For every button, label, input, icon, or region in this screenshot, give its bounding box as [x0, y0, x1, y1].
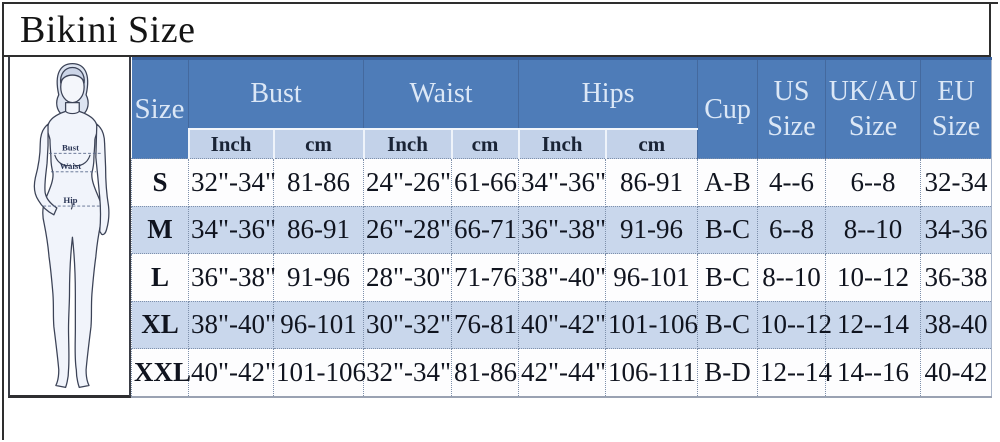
- table-row: L 36"-38" 91-96 28"-30" 71-76 38"-40" 96-101 B-…: [131, 253, 993, 302]
- cell-value: 12--14: [757, 348, 832, 398]
- row-size-label: M: [131, 205, 189, 255]
- cell-value: 101-106: [272, 348, 366, 398]
- subheader-waist-inch: Inch: [362, 127, 452, 159]
- cell-value: 4--6: [757, 158, 827, 207]
- row-size-label: S: [131, 158, 189, 207]
- outer-left-border: [2, 2, 4, 440]
- row-size-label: XL: [131, 300, 189, 350]
- cell-value: 6--8: [757, 205, 827, 255]
- figure-right-arm: [95, 123, 110, 236]
- table-row: M 34"-36" 86-91 26"-28" 66-71 36"-38" 91-96 B-C…: [131, 205, 993, 255]
- cell-value: 14--16: [825, 348, 922, 398]
- cell-value: 91-96: [605, 205, 699, 255]
- table-row: XL 38"-40" 96-101 30"-32" 76-81 40"-42" 101-10…: [131, 300, 993, 350]
- cell-value: 40"-42": [518, 300, 606, 350]
- subheader-hips-inch: Inch: [517, 127, 606, 159]
- cell-value: 32"-34": [363, 348, 453, 398]
- cell-value: 106-111: [605, 348, 699, 398]
- page-title: Bikini Size: [20, 8, 196, 51]
- cell-value: 32"-34": [188, 158, 276, 207]
- figure-left-arm: [33, 123, 58, 216]
- cell-value: 8--10: [757, 253, 827, 302]
- cell-value: B-C: [697, 205, 759, 255]
- size-table-body: S 32"-34" 81-86 24"-26" 61-66 34"-36" 86-91 A-B…: [131, 158, 993, 398]
- cell-value: B-C: [697, 253, 759, 302]
- waist-label: Waist: [60, 161, 82, 171]
- cell-value: 26"-28": [363, 205, 453, 255]
- cell-value: B-D: [697, 348, 759, 398]
- cell-value: 34"-36": [188, 205, 276, 255]
- cell-value: 81-86: [272, 158, 365, 207]
- cell-value: 34"-36": [518, 158, 606, 207]
- cell-value: 40"-42": [188, 348, 276, 398]
- cell-value: 76-81: [451, 300, 520, 350]
- cell-value: 38"-40": [518, 253, 606, 302]
- cell-value: 71-76: [451, 253, 520, 302]
- figure-navel: [70, 201, 73, 210]
- col-header-eu-size: EU Size: [920, 58, 992, 159]
- cell-value: 10--12: [825, 253, 922, 302]
- subheader-bust-inch: Inch: [187, 127, 274, 159]
- cell-value: 101-106: [605, 300, 699, 350]
- col-header-hips: Hips: [518, 58, 698, 129]
- cell-value: 61-66: [451, 158, 520, 207]
- size-table: Size Bust Waist Hips Cup US Size UK/AU S…: [131, 57, 993, 398]
- row-size-label: XXL: [131, 348, 191, 398]
- cell-value: 40-42: [920, 348, 993, 398]
- cell-value: 38-40: [920, 300, 993, 350]
- table-row: S 32"-34" 81-86 24"-26" 61-66 34"-36" 86-91 A-B…: [131, 158, 993, 207]
- cell-value: 38"-40": [188, 300, 276, 350]
- cell-value: 42"-44": [518, 348, 606, 398]
- cell-value: 81-86: [451, 348, 520, 398]
- cell-value: 36"-38": [188, 253, 276, 302]
- hip-label: Hip: [63, 195, 77, 205]
- figure-box: Bust Waist Hip: [8, 57, 131, 398]
- col-header-cup: Cup: [697, 58, 758, 159]
- cell-value: 28"-30": [363, 253, 453, 302]
- body-measurement-figure: Bust Waist Hip: [33, 62, 110, 389]
- cell-value: 30"-32": [363, 300, 453, 350]
- outer-top-border: [2, 2, 998, 4]
- col-header-waist: Waist: [363, 58, 519, 129]
- col-header-us-size: US Size: [757, 58, 826, 159]
- col-header-ukau-size: UK/AU Size: [825, 58, 921, 159]
- subheader-waist-cm: cm: [450, 127, 519, 159]
- title-bar: Bikini Size: [4, 4, 991, 57]
- cell-value: 12--14: [825, 300, 922, 350]
- row-size-label: L: [131, 253, 189, 302]
- figure-fringe: [59, 66, 85, 84]
- subheader-hips-cm: cm: [604, 127, 698, 159]
- cell-value: 86-91: [272, 205, 365, 255]
- cell-value: 24"-26": [363, 158, 453, 207]
- cell-value: A-B: [697, 158, 759, 207]
- cell-value: 91-96: [272, 253, 365, 302]
- cell-value: 96-101: [605, 253, 699, 302]
- size-table-wrap: Size Bust Waist Hips Cup US Size UK/AU S…: [131, 57, 993, 398]
- cell-value: 96-101: [272, 300, 365, 350]
- cell-value: 10--12: [757, 300, 832, 350]
- cell-value: 36"-38": [518, 205, 606, 255]
- col-header-bust: Bust: [187, 58, 364, 129]
- subheader-bust-cm: cm: [272, 127, 364, 159]
- cell-value: 86-91: [605, 158, 699, 207]
- cell-value: 6--8: [825, 158, 922, 207]
- table-row: XXL 40"-42" 101-106 32"-34" 81-86 42"-44" 106-…: [131, 348, 993, 398]
- cell-value: 32-34: [920, 158, 993, 207]
- col-header-size: Size: [131, 58, 189, 159]
- cell-value: B-C: [697, 300, 759, 350]
- cell-value: 66-71: [451, 205, 520, 255]
- cell-value: 34-36: [920, 205, 993, 255]
- cell-value: 8--10: [825, 205, 922, 255]
- cell-value: 36-38: [920, 253, 993, 302]
- figure-bust-contours: [54, 110, 91, 167]
- bust-label: Bust: [62, 142, 79, 152]
